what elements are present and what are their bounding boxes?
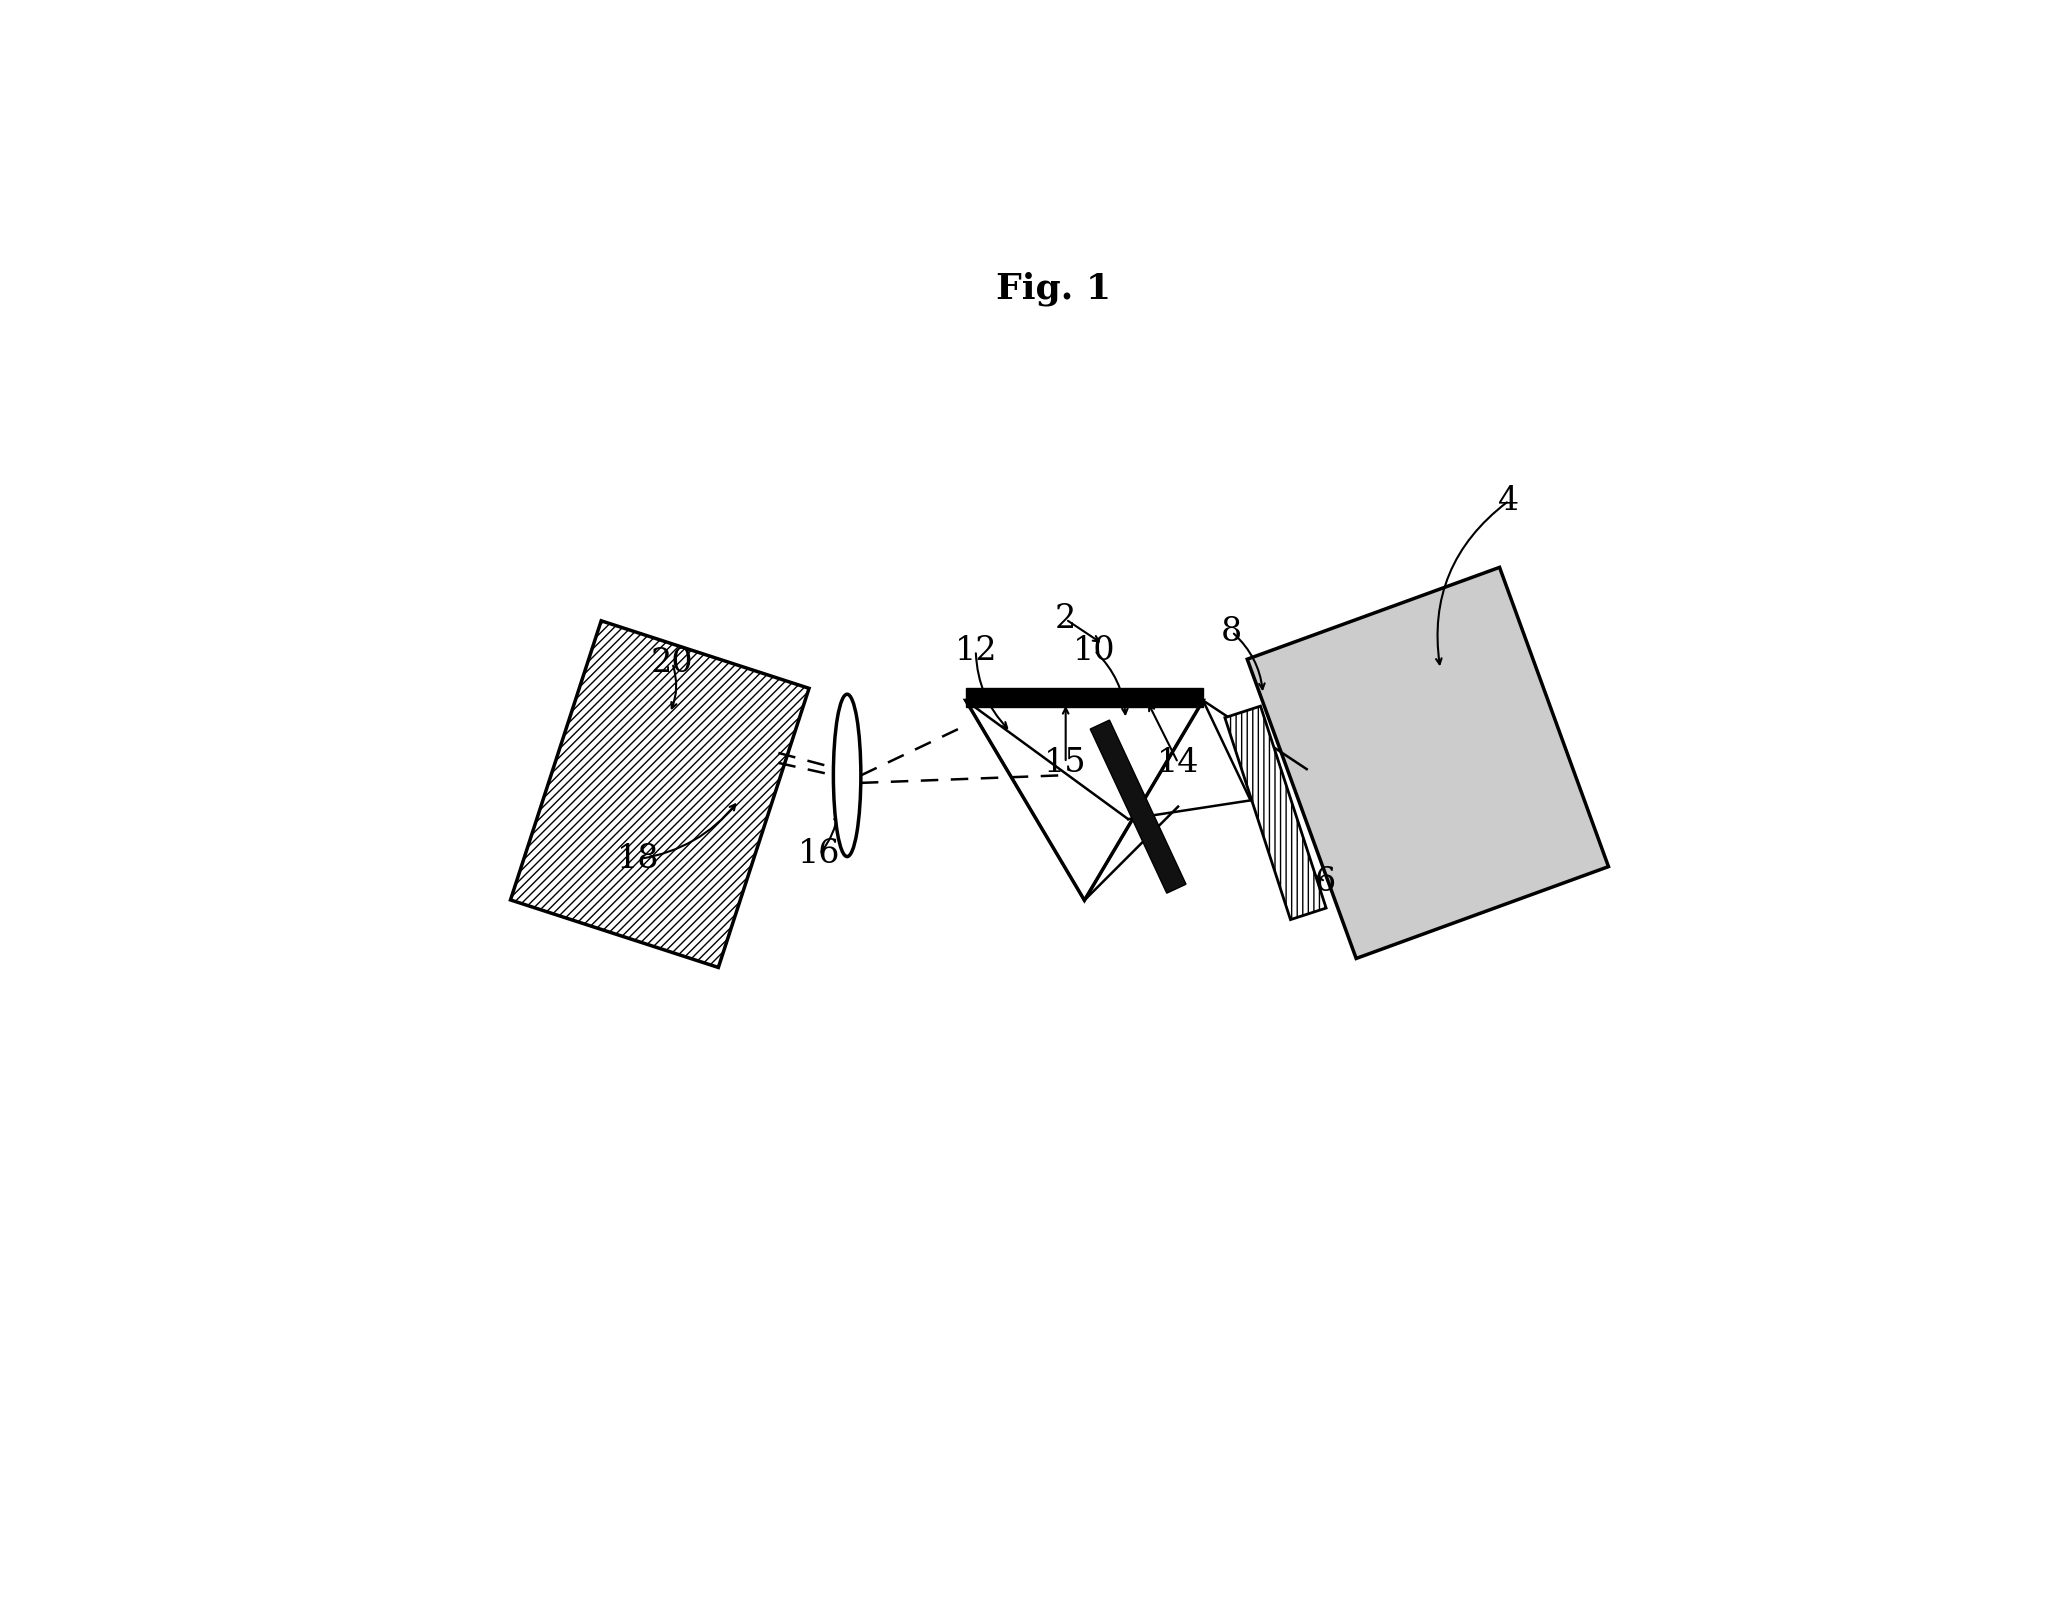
Text: 20: 20 bbox=[651, 647, 695, 680]
Text: 2: 2 bbox=[1054, 603, 1077, 636]
Text: 18: 18 bbox=[616, 843, 660, 876]
Polygon shape bbox=[1225, 706, 1325, 920]
Polygon shape bbox=[510, 621, 810, 967]
Text: 10: 10 bbox=[1073, 634, 1116, 667]
Text: Fig. 1: Fig. 1 bbox=[995, 271, 1112, 305]
Ellipse shape bbox=[834, 694, 861, 856]
Polygon shape bbox=[1091, 720, 1186, 894]
Text: 14: 14 bbox=[1157, 746, 1200, 779]
Polygon shape bbox=[966, 701, 1202, 900]
Text: 6: 6 bbox=[1315, 866, 1336, 897]
Text: 12: 12 bbox=[954, 634, 997, 667]
Polygon shape bbox=[1247, 568, 1609, 959]
Text: 4: 4 bbox=[1498, 485, 1519, 517]
Text: 16: 16 bbox=[799, 839, 840, 869]
Polygon shape bbox=[966, 688, 1202, 707]
Text: 8: 8 bbox=[1221, 616, 1243, 647]
Text: 15: 15 bbox=[1044, 746, 1087, 779]
